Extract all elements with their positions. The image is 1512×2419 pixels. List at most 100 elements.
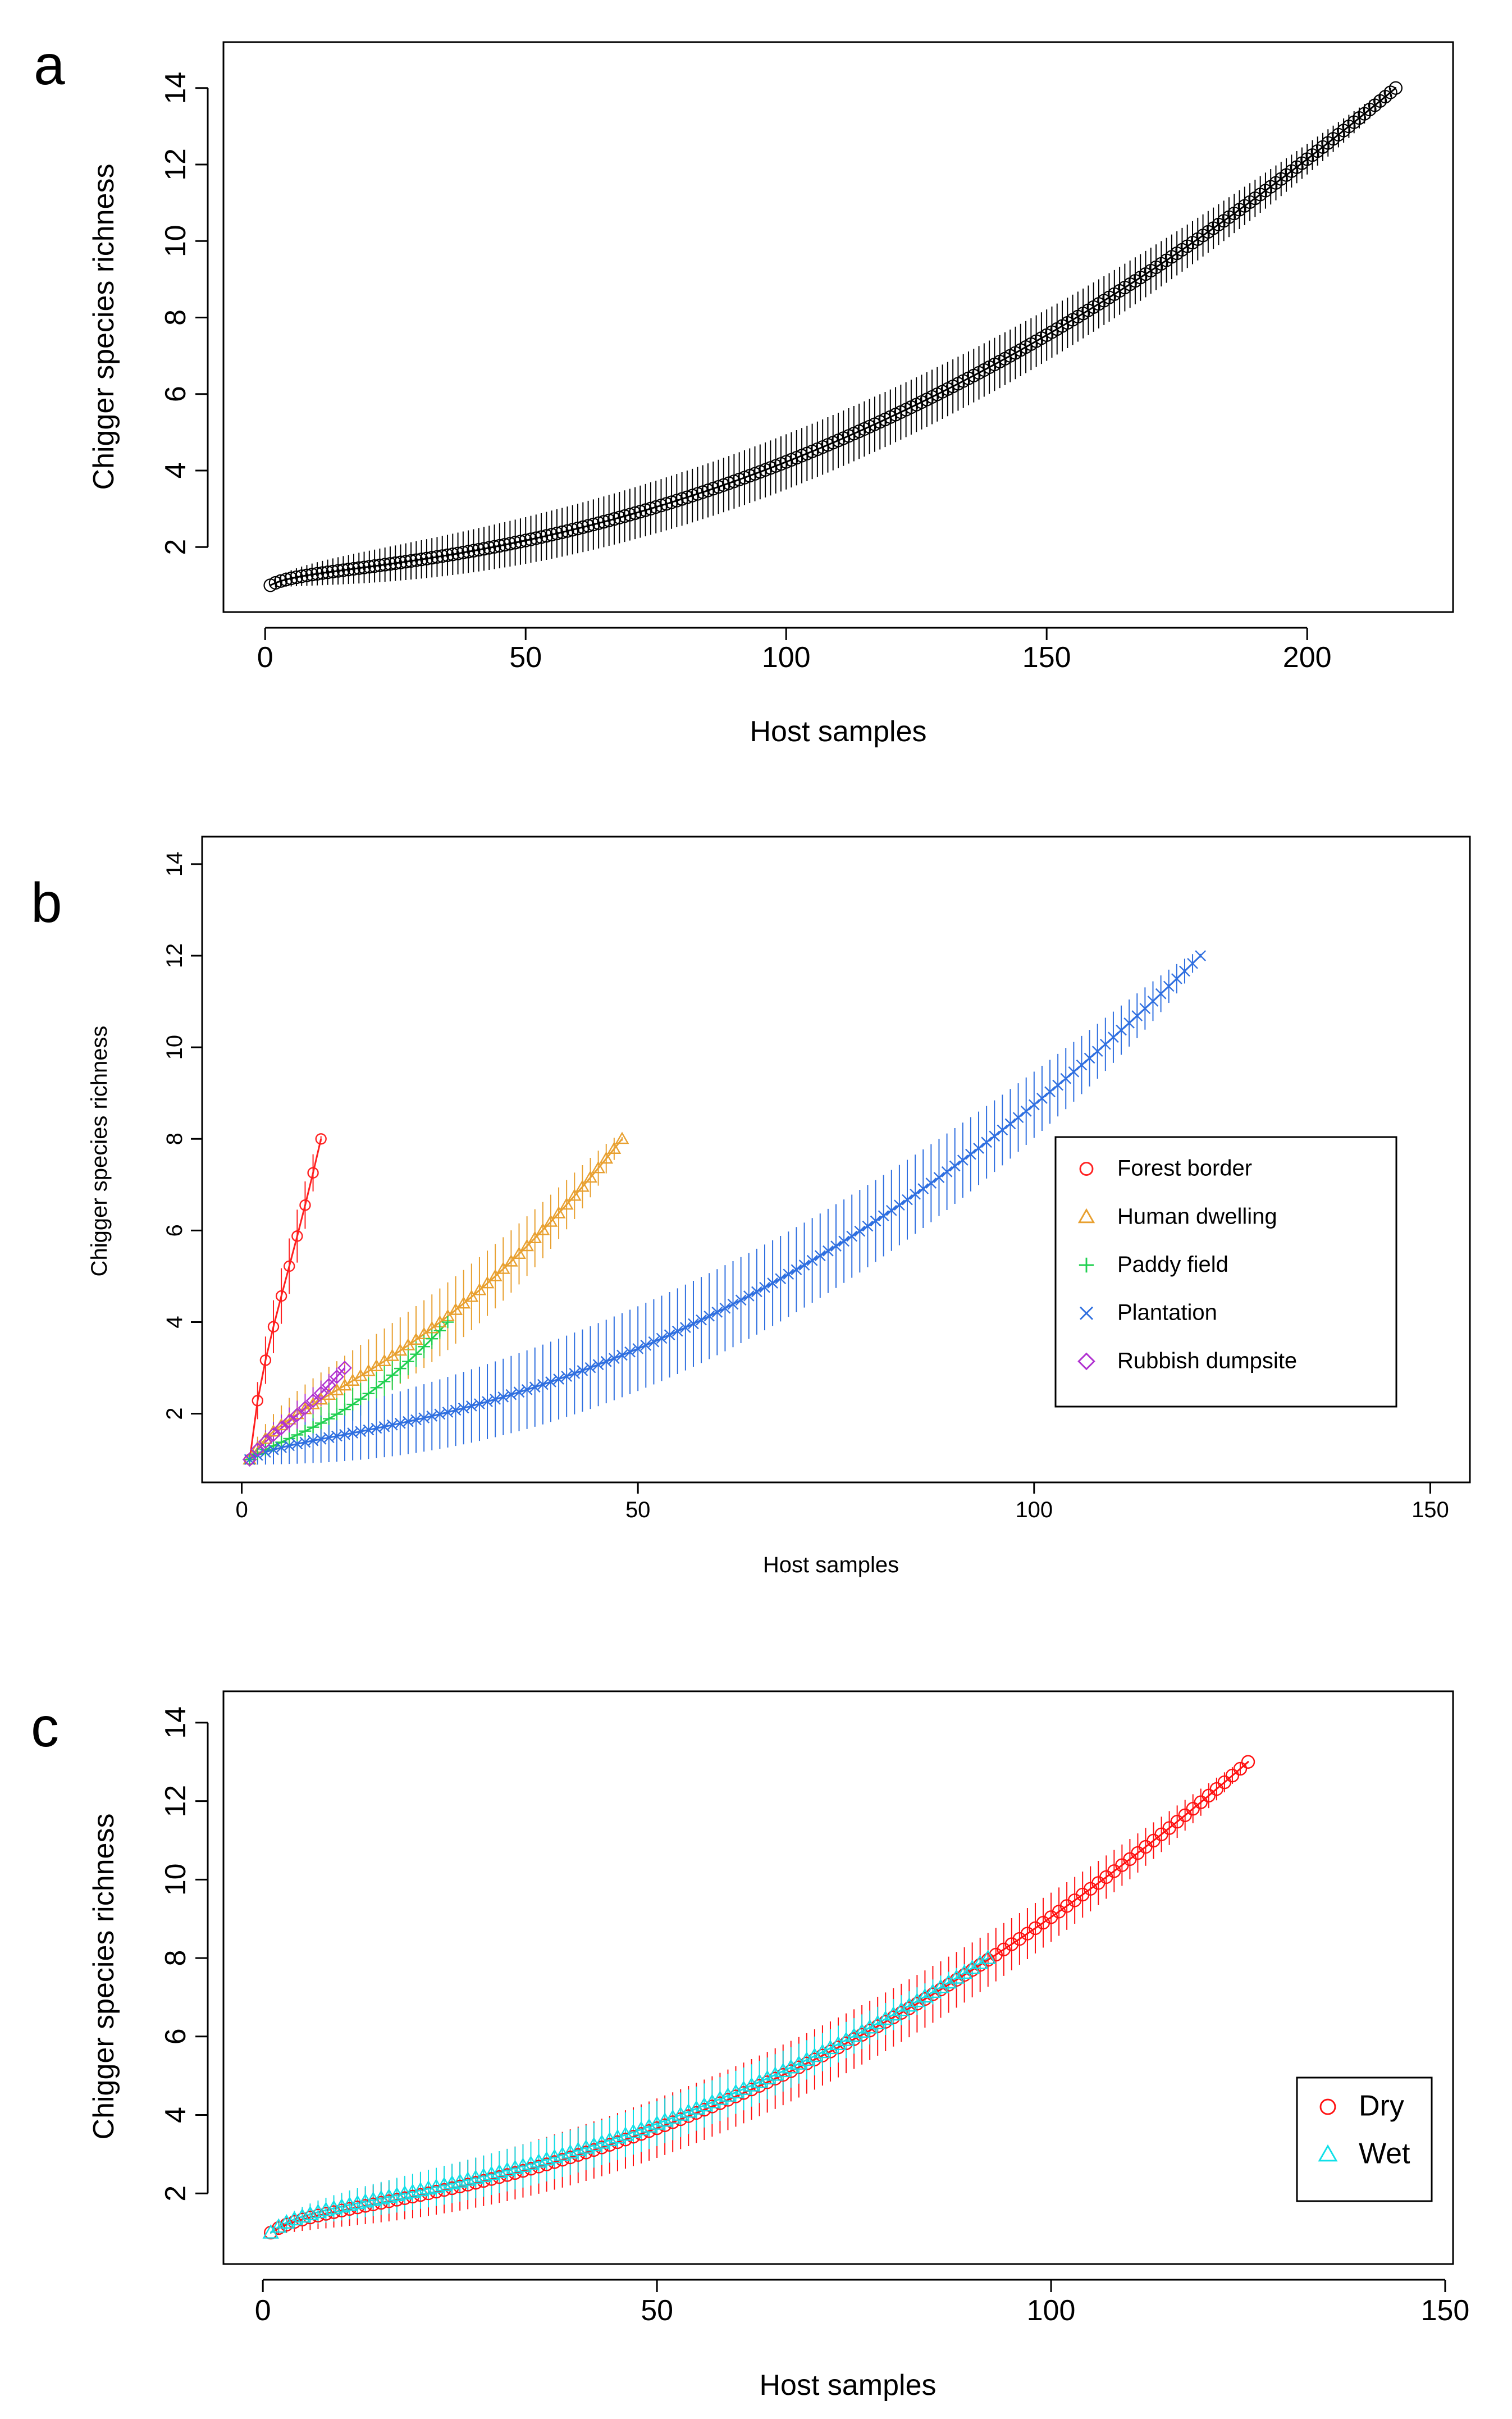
point-paddy-field bbox=[418, 1340, 430, 1353]
point-all bbox=[446, 547, 460, 562]
point-plantation bbox=[648, 1336, 660, 1348]
point-plantation bbox=[513, 1386, 525, 1398]
point-plantation bbox=[561, 1371, 573, 1382]
point-plantation bbox=[1004, 1118, 1016, 1130]
y-tick-label-a: 14 bbox=[159, 72, 192, 104]
point-paddy-field bbox=[370, 1381, 383, 1394]
y-tick-label-c: 10 bbox=[159, 1863, 192, 1896]
point-plantation bbox=[688, 1318, 699, 1330]
point-wet bbox=[932, 1978, 949, 1993]
point-paddy-field bbox=[362, 1387, 375, 1400]
point-plantation bbox=[656, 1332, 668, 1344]
point-wet bbox=[853, 2023, 870, 2038]
point-wet bbox=[727, 2084, 744, 2098]
point-plantation bbox=[838, 1235, 849, 1247]
point-all bbox=[409, 553, 423, 567]
point-wet bbox=[908, 1992, 926, 2007]
point-all bbox=[545, 528, 559, 542]
point-all bbox=[524, 532, 538, 546]
point-human-dwelling bbox=[615, 1131, 629, 1144]
point-plantation bbox=[1060, 1072, 1072, 1084]
point-all bbox=[513, 535, 528, 549]
point-paddy-field bbox=[314, 1417, 327, 1430]
point-plantation bbox=[711, 1307, 723, 1318]
point-wet bbox=[696, 2097, 713, 2112]
point-all bbox=[1373, 94, 1387, 108]
axes-b: 0 50 100 150 2 4 6 8 10 12 14 bbox=[162, 852, 1449, 1522]
point-wet bbox=[719, 2087, 737, 2102]
point-human-dwelling bbox=[528, 1231, 542, 1244]
point-plantation bbox=[894, 1199, 905, 1211]
y-tick-label-b: 8 bbox=[162, 1133, 187, 1145]
point-all bbox=[389, 556, 403, 570]
point-all bbox=[357, 560, 371, 574]
point-paddy-field bbox=[346, 1398, 359, 1411]
x-tick-label-b: 0 bbox=[235, 1498, 248, 1522]
x-tick-label-b: 150 bbox=[1411, 1498, 1449, 1522]
point-all bbox=[487, 540, 501, 554]
point-all bbox=[540, 529, 554, 543]
point-forest-border bbox=[275, 1290, 287, 1302]
point-plantation bbox=[775, 1273, 787, 1285]
y-tick-label-c: 14 bbox=[159, 1706, 192, 1739]
plot-frame-a bbox=[222, 41, 1454, 613]
x-tick-label-c: 150 bbox=[1421, 2294, 1470, 2327]
point-rubbish-dumpsite bbox=[282, 1414, 297, 1429]
point-plantation bbox=[704, 1311, 715, 1322]
legend-marker-wet bbox=[1318, 2144, 1338, 2162]
point-plantation bbox=[1068, 1066, 1080, 1078]
point-all bbox=[482, 541, 496, 555]
point-wet bbox=[680, 2103, 697, 2118]
point-human-dwelling bbox=[520, 1239, 535, 1252]
point-plantation bbox=[933, 1172, 945, 1183]
point-all bbox=[336, 563, 350, 577]
point-all bbox=[383, 557, 398, 571]
point-all bbox=[440, 548, 455, 562]
point-all bbox=[284, 571, 298, 586]
point-plantation bbox=[743, 1290, 755, 1302]
x-tick-label-a: 100 bbox=[762, 641, 811, 674]
point-plantation bbox=[870, 1215, 881, 1227]
point-human-dwelling bbox=[536, 1222, 550, 1235]
point-human-dwelling bbox=[583, 1170, 597, 1183]
point-all bbox=[597, 515, 611, 529]
point-all bbox=[368, 559, 382, 573]
point-paddy-field bbox=[307, 1421, 319, 1434]
point-plantation bbox=[1195, 950, 1207, 961]
point-forest-border bbox=[259, 1354, 272, 1366]
point-plantation bbox=[973, 1143, 984, 1154]
point-paddy-field bbox=[441, 1316, 454, 1329]
point-plantation bbox=[497, 1391, 509, 1403]
point-all bbox=[331, 564, 345, 578]
point-dry bbox=[1241, 1755, 1255, 1769]
point-all bbox=[691, 487, 705, 501]
point-all bbox=[305, 568, 319, 582]
point-all bbox=[696, 485, 710, 499]
point-plantation bbox=[474, 1398, 485, 1409]
point-human-dwelling bbox=[599, 1151, 614, 1164]
point-wet bbox=[735, 2080, 752, 2095]
point-rubbish-dumpsite bbox=[329, 1369, 344, 1384]
point-dry bbox=[934, 1982, 948, 1997]
point-all bbox=[701, 483, 715, 498]
y-tick-label-b: 6 bbox=[162, 1224, 187, 1236]
point-all bbox=[633, 505, 647, 519]
point-all bbox=[706, 482, 720, 496]
point-wet bbox=[916, 1988, 934, 2003]
point-wet bbox=[664, 2109, 681, 2124]
legend-box-b bbox=[1054, 1136, 1397, 1408]
point-wet bbox=[885, 2006, 902, 2021]
point-wet bbox=[980, 1949, 997, 1964]
legend-marker-dry bbox=[1319, 2098, 1336, 2115]
point-plantation bbox=[806, 1254, 818, 1266]
points-c bbox=[262, 1755, 1255, 2240]
point-paddy-field bbox=[259, 1444, 272, 1456]
point-all bbox=[529, 531, 543, 545]
point-all bbox=[462, 545, 476, 559]
x-tick-label-a: 150 bbox=[1022, 641, 1071, 674]
point-paddy-field bbox=[331, 1408, 343, 1421]
point-all bbox=[435, 549, 449, 563]
point-plantation bbox=[751, 1286, 762, 1298]
point-wet bbox=[963, 1959, 981, 1974]
